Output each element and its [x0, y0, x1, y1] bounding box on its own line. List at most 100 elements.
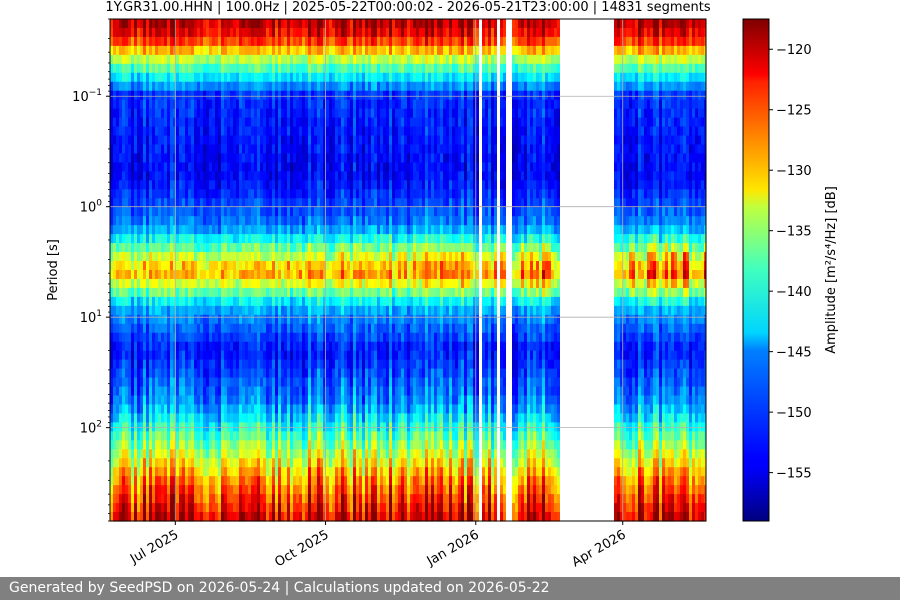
- heatmap-cell: [281, 494, 284, 504]
- heatmap-cell: [209, 278, 212, 289]
- heatmap-cell: [206, 153, 209, 164]
- heatmap-cell: [176, 63, 179, 74]
- heatmap-cell: [110, 81, 113, 92]
- heatmap-cell: [338, 90, 341, 101]
- heatmap-cell: [332, 512, 335, 522]
- heatmap-cell: [332, 377, 335, 388]
- heatmap-cell: [365, 225, 368, 235]
- heatmap-cell: [161, 386, 164, 397]
- heatmap-cell: [368, 81, 371, 92]
- heatmap-cell: [296, 90, 299, 101]
- heatmap-cell: [194, 72, 197, 83]
- heatmap-cell: [113, 287, 116, 298]
- heatmap-cell: [131, 270, 134, 280]
- heatmap-cell: [200, 494, 203, 504]
- heatmap-cell: [164, 270, 167, 280]
- heatmap-cell: [227, 54, 230, 65]
- heatmap-cell: [272, 404, 275, 415]
- heatmap-cell: [230, 252, 233, 262]
- heatmap-cell: [329, 476, 332, 486]
- heatmap-cell: [197, 198, 200, 208]
- heatmap-cell: [182, 476, 185, 486]
- heatmap-cell: [344, 45, 347, 56]
- heatmap-cell: [236, 225, 239, 235]
- heatmap-cell: [128, 243, 131, 253]
- heatmap-cell: [173, 117, 176, 128]
- heatmap-cell: [365, 485, 368, 495]
- heatmap-cell: [191, 261, 194, 271]
- heatmap-cell: [110, 413, 113, 423]
- heatmap-cell: [116, 422, 119, 432]
- heatmap-cell: [356, 431, 359, 441]
- heatmap-cell: [215, 99, 218, 110]
- heatmap-cell: [353, 377, 356, 388]
- heatmap-cell: [140, 189, 143, 199]
- heatmap-cell: [191, 449, 194, 459]
- heatmap-cell: [191, 207, 194, 217]
- heatmap-cell: [278, 512, 281, 522]
- heatmap-cell: [305, 144, 308, 155]
- heatmap-cell: [182, 162, 185, 172]
- spectrogram-column: [116, 19, 119, 522]
- heatmap-cell: [194, 171, 197, 181]
- heatmap-cell: [191, 476, 194, 486]
- heatmap-cell: [239, 207, 242, 217]
- heatmap-cell: [293, 431, 296, 441]
- heatmap-cell: [311, 216, 314, 226]
- heatmap-cell: [329, 63, 332, 74]
- heatmap-cell: [308, 413, 311, 423]
- heatmap-cell: [155, 171, 158, 181]
- heatmap-cell: [116, 476, 119, 486]
- heatmap-cell: [212, 449, 215, 459]
- heatmap-cell: [116, 332, 119, 343]
- heatmap-cell: [164, 305, 167, 316]
- heatmap-cell: [341, 404, 344, 415]
- heatmap-cell: [200, 467, 203, 477]
- heatmap-cell: [269, 72, 272, 83]
- heatmap-cell: [311, 171, 314, 181]
- heatmap-cell: [176, 180, 179, 190]
- heatmap-cell: [344, 207, 347, 217]
- heatmap-cell: [245, 54, 248, 65]
- heatmap-cell: [368, 278, 371, 289]
- heatmap-cell: [344, 494, 347, 504]
- heatmap-cell: [113, 117, 116, 128]
- heatmap-cell: [311, 63, 314, 74]
- heatmap-cell: [269, 440, 272, 450]
- heatmap-cell: [305, 386, 308, 397]
- heatmap-cell: [194, 27, 197, 38]
- heatmap-cell: [257, 234, 260, 244]
- heatmap-cell: [368, 108, 371, 119]
- heatmap-cell: [167, 485, 170, 495]
- heatmap-cell: [260, 36, 263, 47]
- heatmap-cell: [137, 368, 140, 379]
- heatmap-cell: [140, 45, 143, 56]
- heatmap-cell: [155, 485, 158, 495]
- heatmap-cell: [224, 216, 227, 226]
- heatmap-cell: [179, 261, 182, 271]
- heatmap-cell: [263, 323, 266, 334]
- heatmap-cell: [119, 467, 122, 477]
- heatmap-cell: [221, 36, 224, 47]
- heatmap-cell: [296, 261, 299, 271]
- heatmap-cell: [227, 440, 230, 450]
- heatmap-cell: [164, 36, 167, 47]
- heatmap-cell: [335, 332, 338, 343]
- heatmap-cell: [245, 395, 248, 406]
- heatmap-cell: [335, 198, 338, 208]
- heatmap-cell: [251, 485, 254, 495]
- heatmap-cell: [152, 162, 155, 172]
- heatmap-cell: [272, 332, 275, 343]
- heatmap-cell: [263, 332, 266, 343]
- heatmap-cell: [242, 135, 245, 146]
- heatmap-cell: [266, 261, 269, 271]
- heatmap-cell: [308, 108, 311, 119]
- heatmap-cell: [215, 296, 218, 307]
- heatmap-cell: [308, 144, 311, 155]
- heatmap-cell: [293, 90, 296, 101]
- heatmap-cell: [245, 449, 248, 459]
- heatmap-cell: [122, 431, 125, 441]
- heatmap-cell: [242, 296, 245, 307]
- heatmap-cell: [185, 207, 188, 217]
- heatmap-cell: [140, 476, 143, 486]
